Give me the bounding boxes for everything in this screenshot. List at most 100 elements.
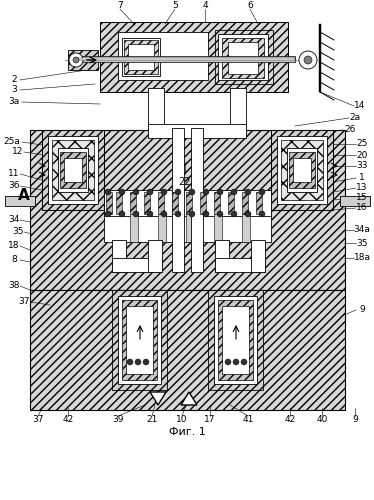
Bar xyxy=(214,214,222,242)
Circle shape xyxy=(143,359,149,365)
Circle shape xyxy=(69,53,83,67)
Circle shape xyxy=(119,189,125,195)
Circle shape xyxy=(217,189,223,195)
Circle shape xyxy=(127,359,133,365)
Text: 18: 18 xyxy=(8,242,20,250)
Bar xyxy=(68,50,98,70)
Bar xyxy=(256,192,262,214)
Circle shape xyxy=(231,189,237,195)
Bar xyxy=(242,192,248,214)
Circle shape xyxy=(105,189,111,195)
Bar xyxy=(281,140,323,200)
Text: 9: 9 xyxy=(359,306,365,314)
Circle shape xyxy=(161,189,167,195)
Text: 25a: 25a xyxy=(4,138,21,146)
Polygon shape xyxy=(181,392,197,405)
Circle shape xyxy=(133,211,139,217)
Text: 14: 14 xyxy=(354,102,366,110)
Bar xyxy=(118,296,161,384)
Text: 17: 17 xyxy=(204,416,216,424)
Circle shape xyxy=(135,359,141,365)
Text: 8: 8 xyxy=(11,256,17,264)
Text: 3: 3 xyxy=(11,86,17,94)
Text: 11: 11 xyxy=(8,170,20,178)
Text: 42: 42 xyxy=(284,416,295,424)
Text: 12: 12 xyxy=(12,148,24,156)
Circle shape xyxy=(203,211,209,217)
Bar xyxy=(118,32,208,80)
Bar xyxy=(340,196,370,206)
Bar xyxy=(42,130,104,210)
Bar xyxy=(215,240,229,272)
Bar xyxy=(208,290,263,390)
Text: A: A xyxy=(18,188,30,202)
Circle shape xyxy=(231,211,237,217)
Bar xyxy=(130,192,136,214)
Bar xyxy=(104,190,271,216)
Text: 34: 34 xyxy=(8,216,20,224)
Bar xyxy=(75,56,295,62)
Bar xyxy=(60,152,86,188)
Bar xyxy=(158,214,166,242)
Bar xyxy=(112,240,126,272)
Bar xyxy=(319,24,321,92)
Circle shape xyxy=(304,56,312,64)
Bar xyxy=(64,158,82,182)
Bar xyxy=(214,296,257,384)
Bar xyxy=(191,128,203,272)
Bar xyxy=(100,22,288,92)
Bar xyxy=(122,300,157,380)
Bar xyxy=(214,192,220,214)
Text: 16: 16 xyxy=(356,204,368,212)
Text: 41: 41 xyxy=(242,416,254,424)
Bar xyxy=(5,196,35,206)
Text: 21: 21 xyxy=(146,416,158,424)
Text: 35: 35 xyxy=(12,228,24,236)
Circle shape xyxy=(147,211,153,217)
Text: 22: 22 xyxy=(179,177,191,187)
Text: 10: 10 xyxy=(176,416,188,424)
Bar xyxy=(200,192,206,214)
Circle shape xyxy=(189,211,195,217)
Circle shape xyxy=(175,189,181,195)
Text: 37: 37 xyxy=(18,298,30,306)
Bar xyxy=(230,88,246,130)
Bar xyxy=(228,42,258,74)
Bar xyxy=(251,240,265,272)
Text: 2a: 2a xyxy=(349,114,361,122)
Bar xyxy=(186,192,192,214)
Text: 5: 5 xyxy=(172,2,178,11)
Text: 15: 15 xyxy=(356,194,368,202)
Bar xyxy=(58,148,88,192)
Bar xyxy=(222,38,264,78)
Bar xyxy=(104,214,271,242)
Circle shape xyxy=(175,211,181,217)
Text: 7: 7 xyxy=(117,2,123,11)
Bar xyxy=(30,130,345,290)
Circle shape xyxy=(217,211,223,217)
Text: 37: 37 xyxy=(32,416,44,424)
Bar xyxy=(287,148,317,192)
Circle shape xyxy=(161,211,167,217)
Circle shape xyxy=(133,189,139,195)
Text: 9: 9 xyxy=(352,416,358,424)
Text: 6: 6 xyxy=(247,2,253,11)
Polygon shape xyxy=(150,392,166,405)
Circle shape xyxy=(259,189,265,195)
Circle shape xyxy=(225,359,231,365)
Bar xyxy=(148,88,164,130)
Text: 35: 35 xyxy=(356,238,368,248)
Bar xyxy=(172,192,178,214)
Text: 3a: 3a xyxy=(8,98,19,106)
Text: 26: 26 xyxy=(344,126,356,134)
Bar xyxy=(106,192,112,214)
Text: 38: 38 xyxy=(8,282,20,290)
Circle shape xyxy=(147,189,153,195)
Bar xyxy=(144,192,150,214)
Bar xyxy=(116,192,122,214)
Text: 39: 39 xyxy=(112,416,124,424)
Text: 13: 13 xyxy=(356,184,368,192)
Bar xyxy=(52,140,94,200)
Bar xyxy=(242,214,250,242)
Text: 42: 42 xyxy=(62,416,74,424)
